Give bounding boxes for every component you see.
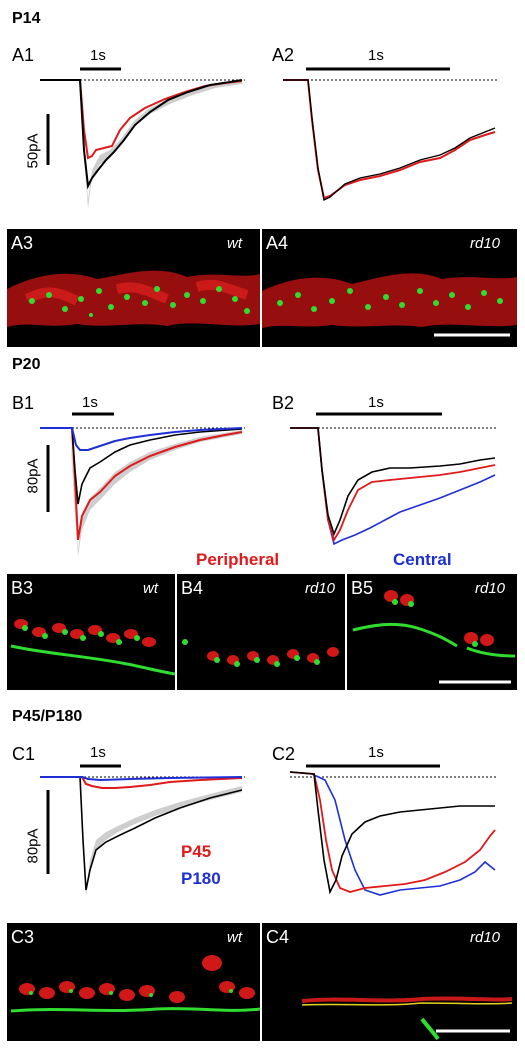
section-title-p14: P14 bbox=[12, 10, 41, 27]
trace-a2-wt bbox=[283, 79, 496, 202]
panel-label-a1: A1 bbox=[12, 45, 35, 65]
genotype-b4: rd10 bbox=[305, 580, 336, 597]
genotype-b5: rd10 bbox=[475, 580, 506, 597]
stim-label-c1: 1s bbox=[90, 744, 106, 761]
image-panel-b5: B5 rd10 bbox=[347, 574, 517, 690]
micrograph-a3 bbox=[7, 270, 260, 327]
image-panel-a4: A4 rd10 bbox=[262, 229, 517, 347]
panel-label-b1: B1 bbox=[12, 393, 35, 413]
micrograph-a4 bbox=[262, 273, 517, 337]
image-panel-c4: C4 rd10 bbox=[262, 923, 517, 1041]
trace-c2-p180 bbox=[289, 771, 496, 896]
panel-label-a4: A4 bbox=[266, 233, 289, 253]
image-panel-c3: C3 wt bbox=[7, 923, 260, 1041]
section-title-p45: P45/P180 bbox=[12, 708, 83, 725]
trace-c2-p45 bbox=[289, 771, 496, 893]
trace-a1-wt bbox=[40, 79, 243, 190]
legend-p180: P180 bbox=[181, 869, 221, 888]
trace-b2-wt bbox=[290, 427, 496, 537]
genotype-c3: wt bbox=[227, 929, 242, 946]
legend-peripheral: Peripheral bbox=[196, 550, 280, 569]
trace-c1-p45 bbox=[40, 776, 243, 789]
panel-label-c4: C4 bbox=[266, 927, 290, 947]
section-title-p20: P20 bbox=[12, 356, 41, 373]
stim-label-a2: 1s bbox=[368, 47, 384, 64]
trace-b1-central bbox=[40, 427, 243, 451]
panel-label-a2: A2 bbox=[272, 45, 295, 65]
legend-p45: P45 bbox=[181, 842, 212, 861]
panel-label-b3: B3 bbox=[11, 578, 34, 598]
panel-label-c1: C1 bbox=[12, 744, 36, 764]
image-panel-b3: B3 wt bbox=[7, 574, 175, 690]
micrograph-b3 bbox=[10, 619, 175, 676]
trace-b1-peripheral bbox=[40, 427, 243, 541]
genotype-b3: wt bbox=[143, 580, 158, 597]
legend-central: Central bbox=[393, 550, 452, 569]
trace-c1-wt bbox=[40, 776, 243, 891]
genotype-a4: rd10 bbox=[470, 235, 501, 252]
stim-label-c2: 1s bbox=[368, 744, 384, 761]
trace-b1-wt bbox=[40, 427, 243, 505]
stim-label-a1: 1s bbox=[90, 47, 106, 64]
genotype-a3: wt bbox=[227, 235, 242, 252]
image-panel-b4: B4 rd10 bbox=[177, 574, 345, 690]
trace-c1-p180 bbox=[40, 776, 243, 782]
micrograph-c4 bbox=[301, 996, 513, 1041]
genotype-c4: rd10 bbox=[470, 929, 501, 946]
micrograph-b4 bbox=[182, 639, 339, 667]
panel-label-c2: C2 bbox=[272, 744, 296, 764]
panel-label-b5: B5 bbox=[351, 578, 374, 598]
panel-label-c3: C3 bbox=[11, 927, 35, 947]
image-panel-a3: A3 wt bbox=[7, 229, 260, 347]
panel-label-a3: A3 bbox=[11, 233, 34, 253]
micrograph-c3 bbox=[10, 955, 260, 1013]
panel-label-b2: B2 bbox=[272, 393, 295, 413]
stim-label-b2: 1s bbox=[368, 394, 384, 411]
trace-c2-wt bbox=[289, 771, 495, 895]
panel-label-b4: B4 bbox=[181, 578, 204, 598]
micrograph-b5 bbox=[352, 590, 516, 684]
stim-label-b1: 1s bbox=[82, 394, 98, 411]
